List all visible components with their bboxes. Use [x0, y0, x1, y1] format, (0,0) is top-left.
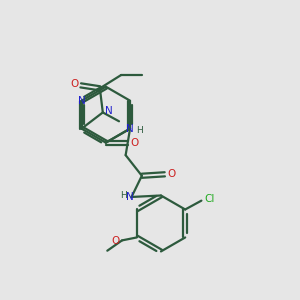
Text: O: O	[111, 236, 120, 246]
Text: O: O	[130, 138, 139, 148]
Text: Cl: Cl	[205, 194, 215, 204]
Text: N: N	[105, 106, 113, 116]
Text: N: N	[78, 96, 86, 106]
Text: H: H	[120, 191, 127, 200]
Text: N: N	[126, 124, 134, 134]
Text: O: O	[70, 79, 78, 89]
Text: N: N	[126, 192, 134, 202]
Text: O: O	[167, 169, 176, 179]
Text: H: H	[136, 126, 143, 135]
